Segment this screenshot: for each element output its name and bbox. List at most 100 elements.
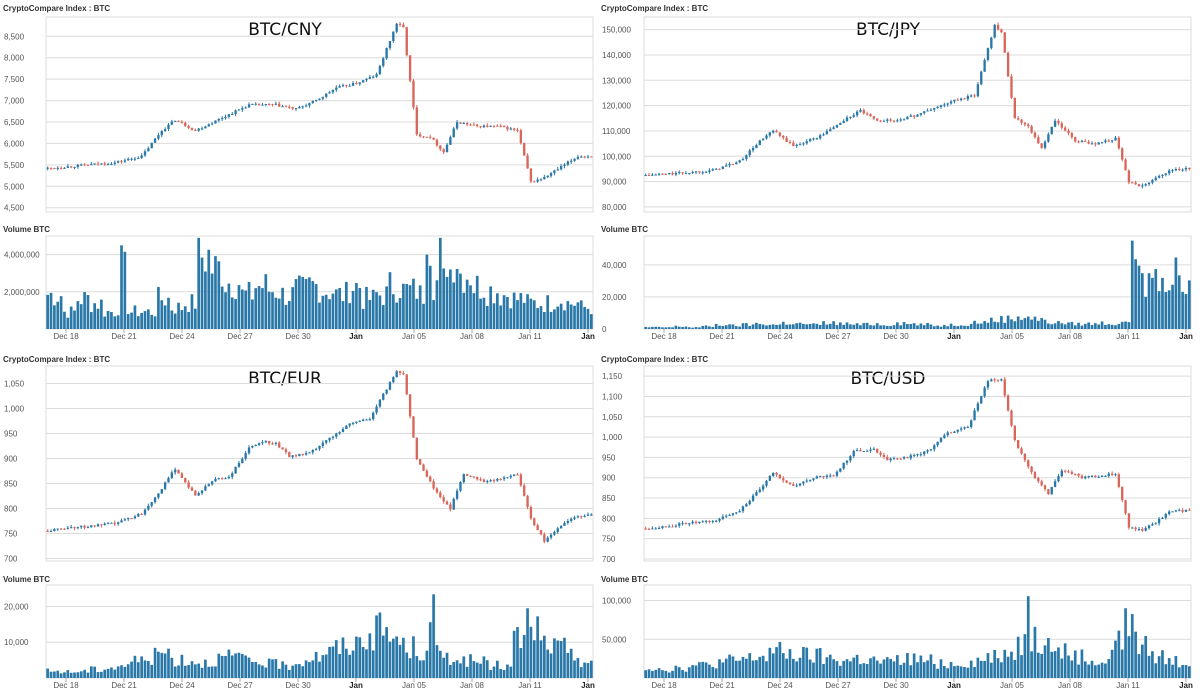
volume-bar xyxy=(284,304,288,329)
volume-bar xyxy=(953,325,956,329)
candle-body xyxy=(529,507,533,519)
volume-bar xyxy=(120,245,123,329)
candle-body xyxy=(311,100,314,104)
candle-body xyxy=(358,420,361,422)
volume-bar xyxy=(308,277,311,329)
candle-body xyxy=(465,474,469,476)
candle-body xyxy=(731,164,735,166)
volume-bar xyxy=(126,664,130,678)
candle-body xyxy=(926,110,929,112)
volume-bar xyxy=(311,660,315,678)
candle-body xyxy=(1164,514,1168,518)
candle-body xyxy=(691,171,694,174)
volume-bar xyxy=(304,660,308,678)
volume-bar xyxy=(472,293,476,329)
x-tick-label: Jan 05 xyxy=(1000,681,1025,690)
candle-body xyxy=(657,528,661,530)
volume-bar xyxy=(526,294,529,329)
candle-body xyxy=(745,504,748,507)
volume-bar xyxy=(519,648,523,678)
x-tick-label: Dec 27 xyxy=(227,332,253,341)
volume-bar xyxy=(1010,319,1013,329)
volume-bar xyxy=(418,660,422,678)
volume-tick-label: 0 xyxy=(602,325,607,334)
price-tick-label: 950 xyxy=(4,430,18,439)
x-tick-label: Jan xyxy=(1179,332,1193,341)
volume-bar xyxy=(499,305,503,329)
candle-body xyxy=(1151,524,1154,526)
candle-body xyxy=(902,119,906,121)
volume-bar xyxy=(681,670,684,678)
candle-body xyxy=(284,449,288,453)
candle-body xyxy=(825,475,829,478)
candle-body xyxy=(1110,140,1114,142)
candle-body xyxy=(1047,134,1050,142)
volume-bar xyxy=(1154,663,1158,678)
candle-body xyxy=(335,87,338,90)
candle-body xyxy=(103,523,106,526)
candle-body xyxy=(304,105,308,107)
volume-bar xyxy=(180,654,184,678)
volume-bar xyxy=(748,653,752,678)
volume-bar xyxy=(462,656,466,678)
candle-body xyxy=(1084,140,1087,142)
volume-bar xyxy=(365,286,368,329)
price-tick-label: 90,000 xyxy=(602,178,627,187)
candle-body xyxy=(341,428,345,433)
volume-bar xyxy=(257,664,261,678)
volume-bar xyxy=(418,285,422,329)
price-plot-frame xyxy=(643,365,1192,562)
volume-bar xyxy=(1090,660,1094,678)
volume-bar xyxy=(939,659,943,678)
volume-bar xyxy=(398,644,402,678)
candle-body xyxy=(1178,510,1181,512)
volume-bar xyxy=(63,672,66,678)
x-tick-label: Jan 08 xyxy=(1058,332,1083,341)
candle-body xyxy=(314,99,318,101)
volume-bar xyxy=(133,305,137,329)
volume-bar xyxy=(731,324,735,329)
candle-body xyxy=(127,518,130,520)
candle-body xyxy=(980,396,983,404)
volume-bar xyxy=(791,658,795,678)
candle-body xyxy=(509,128,512,130)
volume-bar xyxy=(110,667,113,678)
candle-body xyxy=(449,504,452,510)
candle-body xyxy=(993,24,996,38)
candle-body xyxy=(147,505,150,510)
volume-bar xyxy=(1120,321,1124,329)
volume-bar xyxy=(328,646,331,678)
volume-bar xyxy=(701,325,705,329)
price-header: CryptoCompare Index : BTC xyxy=(601,4,709,13)
volume-bar xyxy=(1013,659,1017,678)
candle-body xyxy=(586,156,590,158)
volume-bar xyxy=(422,660,425,678)
volume-bar xyxy=(828,323,832,329)
candle-body xyxy=(735,162,738,165)
candle-body xyxy=(261,442,264,444)
volume-bar xyxy=(482,656,486,678)
candle-body xyxy=(1107,140,1110,142)
candle-body xyxy=(842,120,845,124)
volume-bar xyxy=(200,257,204,329)
volume-bar xyxy=(842,660,846,678)
volume-bar xyxy=(76,672,80,678)
price-tick-label: 1,150 xyxy=(602,372,623,381)
candle-body xyxy=(304,453,308,455)
candle-body xyxy=(990,379,993,382)
volume-bar xyxy=(502,295,506,329)
candle-body xyxy=(688,173,691,175)
volume-bar xyxy=(103,669,107,678)
candle-body xyxy=(221,118,224,120)
candle-body xyxy=(829,129,832,132)
volume-bar xyxy=(345,648,348,678)
candle-body xyxy=(654,174,657,176)
volume-bar xyxy=(365,649,368,678)
candle-body xyxy=(533,518,536,526)
volume-bar xyxy=(227,649,231,678)
volume-bar xyxy=(845,322,849,329)
candle-body xyxy=(496,478,499,481)
candle-body xyxy=(523,485,526,496)
volume-bar xyxy=(838,322,842,329)
candle-body xyxy=(933,445,936,450)
